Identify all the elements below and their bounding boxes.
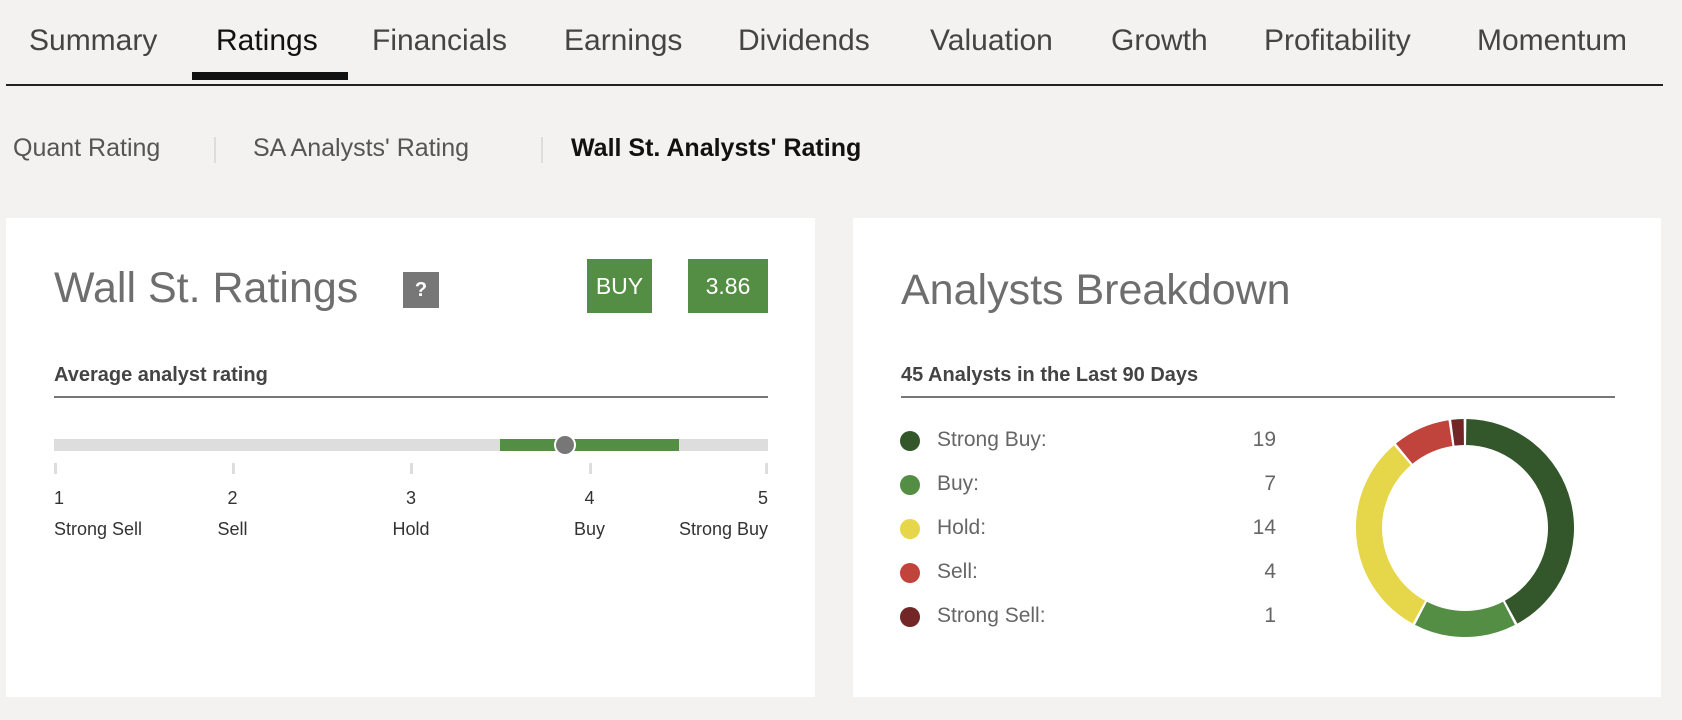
average-rating-marker: [555, 436, 574, 454]
legend-value: 14: [1252, 516, 1276, 539]
help-icon[interactable]: ?: [403, 272, 439, 308]
wall-st-ratings-card: Wall St. Ratings ? BUY 3.86 Average anal…: [6, 218, 815, 697]
rating-scale: 1 Strong Sell 2 Sell 3 Hold 4 Buy 5 Strong Buy: [54, 436, 768, 559]
subtab-divider: [214, 137, 216, 163]
scale-tick: [54, 463, 57, 474]
scale-label: Sell: [217, 519, 248, 539]
tab-summary[interactable]: Summary: [29, 24, 158, 57]
scale-value: 5: [757, 488, 768, 508]
legend-value: 1: [1264, 604, 1276, 627]
scale-tick: [765, 463, 768, 474]
tab-earnings[interactable]: Earnings: [564, 24, 683, 57]
divider: [901, 396, 1615, 398]
scale-tick: [410, 463, 413, 474]
main-tabs: Summary Ratings Financials Earnings Divi…: [6, 0, 1663, 86]
card-title: Wall St. Ratings: [54, 264, 359, 312]
donut-slice: [1415, 601, 1515, 637]
analysts-breakdown-card: Analysts Breakdown 45 Analysts in the La…: [853, 218, 1661, 697]
rating-score-badge: 3.86: [688, 259, 768, 313]
tab-financials[interactable]: Financials: [372, 24, 508, 57]
legend-value: 4: [1264, 560, 1276, 583]
donut-slice: [1395, 420, 1453, 465]
subtab-sa-analysts-rating[interactable]: SA Analysts' Rating: [253, 134, 470, 162]
rating-range-bar: [500, 439, 679, 451]
legend-label: Buy:: [937, 472, 980, 495]
scale-tick: [588, 463, 592, 474]
scale-value: 4: [584, 488, 595, 508]
scale-tick: [231, 463, 235, 474]
donut-slice: [1356, 445, 1426, 624]
breakdown-donut-chart: [1356, 419, 1574, 637]
scale-value: 3: [405, 488, 417, 508]
legend-value: 19: [1252, 428, 1276, 451]
analysts-count-heading: 45 Analysts in the Last 90 Days: [901, 364, 1199, 386]
legend-dot: [900, 563, 920, 583]
tab-valuation[interactable]: Valuation: [930, 24, 1053, 57]
subtab-divider: [541, 137, 543, 163]
donut-slice: [1451, 419, 1465, 446]
tab-ratings[interactable]: Ratings: [216, 24, 318, 57]
scale-label: Buy: [573, 519, 606, 539]
legend-dot: [900, 519, 920, 539]
scale-label: Hold: [392, 519, 430, 539]
legend-dot: [900, 475, 920, 495]
legend-label: Strong Buy:: [937, 428, 1047, 451]
legend-label: Strong Sell:: [937, 604, 1046, 627]
scale-value: 1: [54, 488, 65, 508]
legend-value: 7: [1264, 472, 1276, 495]
tab-dividends[interactable]: Dividends: [738, 24, 870, 57]
divider: [54, 396, 768, 398]
scale-label: Strong Sell: [54, 519, 143, 539]
legend-dot: [900, 607, 920, 627]
active-tab-indicator: [192, 72, 348, 80]
tab-momentum[interactable]: Momentum: [1477, 24, 1628, 57]
subtab-quant-rating[interactable]: Quant Rating: [13, 134, 161, 162]
rating-badge: BUY: [587, 259, 652, 313]
scale-value: 2: [227, 488, 238, 508]
average-rating-heading: Average analyst rating: [54, 364, 268, 386]
legend-label: Sell:: [937, 560, 978, 583]
card-title: Analysts Breakdown: [901, 266, 1291, 314]
tab-growth[interactable]: Growth: [1111, 24, 1208, 57]
legend-label: Hold:: [937, 516, 987, 539]
tab-profitability[interactable]: Profitability: [1264, 24, 1411, 57]
legend-dot: [900, 431, 920, 451]
subtab-wall-st-analysts-rating[interactable]: Wall St. Analysts' Rating: [571, 134, 862, 162]
donut-slice: [1465, 419, 1574, 624]
scale-label: Strong Buy: [678, 519, 768, 539]
